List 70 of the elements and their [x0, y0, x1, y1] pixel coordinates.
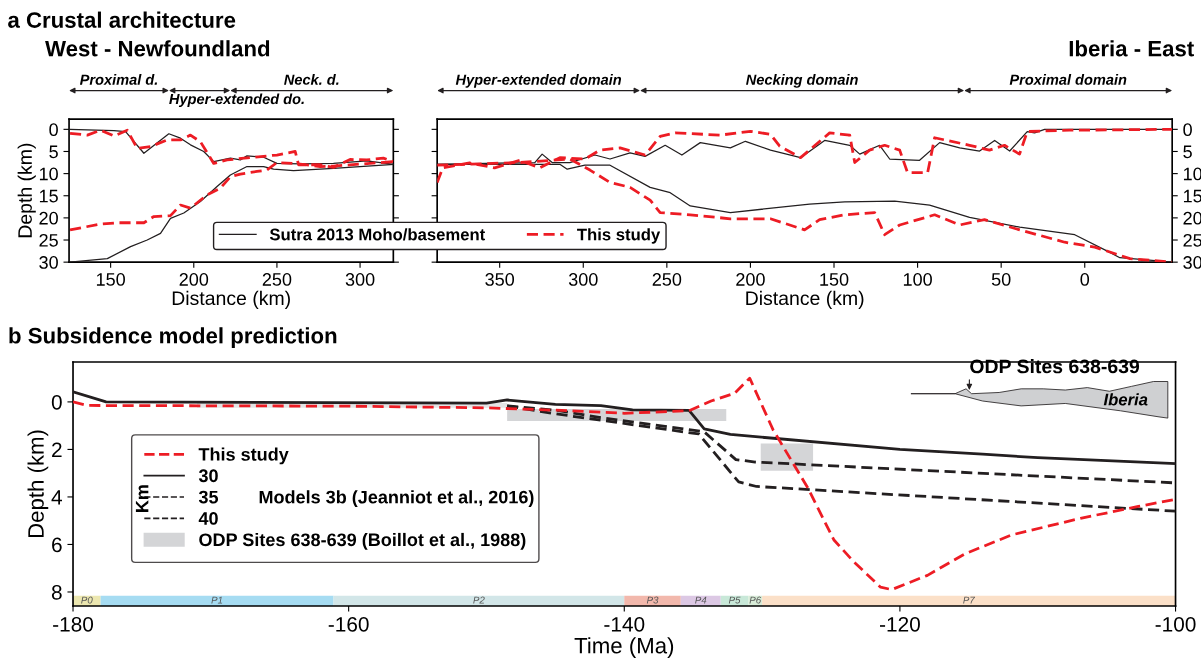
y-tick-label: 0	[1183, 123, 1192, 137]
y-tick-label: 15	[39, 189, 58, 203]
y-tick-label: 4	[51, 490, 62, 505]
x-axis-title: Distance (km)	[746, 290, 864, 309]
y-tick-label: 15	[1183, 189, 1201, 203]
x-axis-title: Distance (km)	[172, 290, 290, 309]
text: Necking domain	[746, 74, 858, 88]
y-tick-label: 10	[1183, 167, 1201, 181]
y-axis-title: Depth (km)	[17, 143, 36, 238]
x-tick-label: 300	[345, 273, 375, 286]
band-label: P1	[211, 596, 223, 604]
x-tick-label: -160	[328, 616, 369, 632]
x-tick-label: -100	[1155, 616, 1196, 632]
y-tick-label: 30	[1183, 256, 1201, 269]
annotation: Km	[135, 485, 149, 512]
text: Proximal d.	[79, 74, 158, 85]
text: Hyper-extended do.	[169, 93, 304, 108]
x-tick-label: 150	[820, 273, 849, 286]
y-tick-label: 30	[39, 256, 58, 269]
x-axis-title: Time (Ma)	[574, 637, 674, 658]
chart-subtitle: West - Newfoundland	[45, 40, 270, 57]
x-tick-label: 100	[903, 273, 932, 286]
x-tick-label: 0	[1080, 273, 1090, 286]
x-tick-label: 50	[991, 273, 1011, 286]
chart-title: Iberia - East	[1069, 40, 1194, 57]
y-tick-label: 6	[52, 537, 62, 553]
y-tick-label: 20	[39, 211, 58, 225]
text: Proximal domain	[1009, 74, 1127, 85]
text: Neck. d.	[284, 74, 339, 85]
y-tick-label: 20	[1183, 211, 1201, 225]
annotation: Iberia	[1103, 393, 1148, 406]
annotation: ODP Sites 638-639	[970, 359, 1140, 374]
y-tick-label: 10	[39, 167, 58, 181]
x-tick-label: 250	[262, 273, 292, 286]
x-tick-label: 150	[96, 273, 125, 286]
legend-label: This study	[577, 228, 661, 244]
x-tick-label: 350	[485, 273, 515, 286]
legend-label: 35	[198, 490, 219, 504]
y-tick-label: 2	[52, 442, 62, 457]
x-tick-label: 250	[652, 273, 682, 286]
x-tick-label: 300	[568, 273, 598, 286]
x-tick-label: 200	[179, 273, 209, 286]
text: Hyper-extended domain	[455, 74, 622, 88]
y-tick-label: 25	[39, 233, 58, 247]
x-tick-label: -140	[604, 616, 645, 632]
band-label: P6	[749, 596, 762, 604]
x-tick-label: -180	[53, 616, 94, 632]
chart-title: b Subsidence model prediction	[9, 327, 337, 348]
chart-title: a Crustal architecture	[8, 11, 236, 28]
annotation: Models 3b (Jeanniot et al., 2016)	[259, 490, 534, 508]
y-tick-label: 8	[51, 584, 62, 600]
y-tick-label: 0	[51, 394, 62, 410]
y-axis-title: Depth (km)	[27, 430, 49, 538]
band-label: P5	[728, 596, 741, 604]
x-tick-label: 200	[736, 273, 765, 286]
legend-label: 30	[198, 469, 218, 483]
legend-label: This study	[198, 447, 289, 465]
legend-label: 40	[198, 512, 218, 525]
legend-label: Sutra 2013 Moho/basement	[269, 228, 486, 241]
band-label: P3	[646, 596, 659, 604]
band-label: P0	[81, 596, 93, 604]
y-tick-label: 5	[1183, 145, 1192, 159]
y-tick-label: 0	[49, 123, 58, 137]
x-tick-label: -120	[879, 616, 920, 632]
y-tick-label: 5	[49, 145, 58, 159]
band-label: P7	[963, 596, 976, 604]
band-label: P2	[473, 596, 485, 604]
y-tick-label: 25	[1183, 233, 1201, 247]
band-label: P4	[695, 596, 707, 604]
legend-label: ODP Sites 638-639 (Boillot et al., 1988)	[199, 532, 526, 550]
